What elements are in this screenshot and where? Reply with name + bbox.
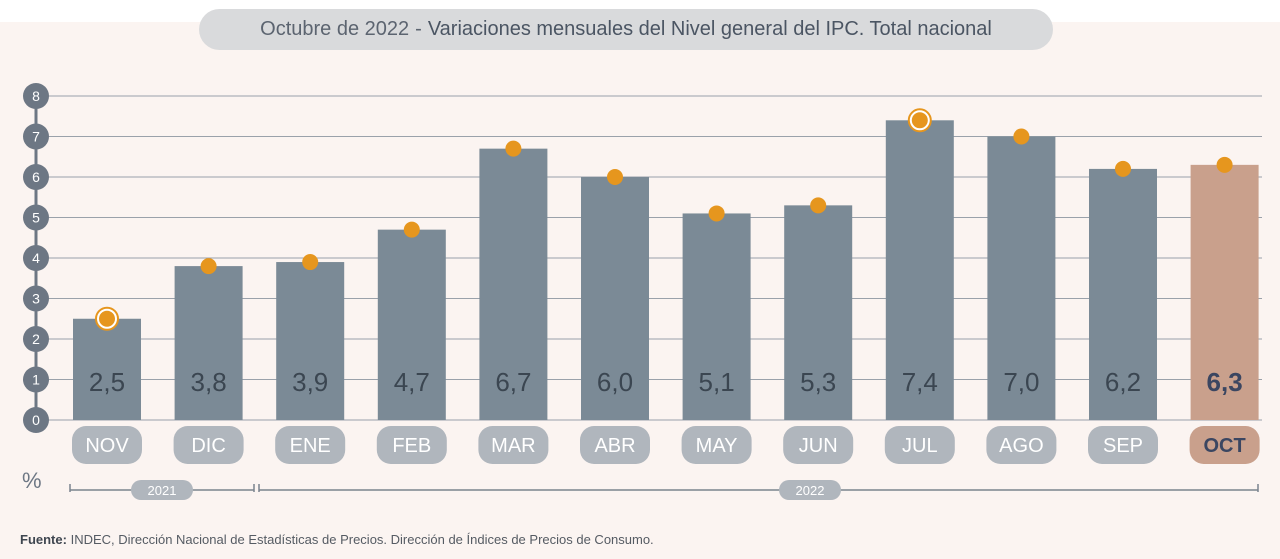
month-pill	[478, 426, 549, 464]
bar	[479, 148, 548, 420]
year-pill	[131, 480, 193, 500]
y-tick-circle	[23, 407, 49, 433]
y-tick-circle	[23, 204, 49, 231]
x-tick-label: ABR	[594, 435, 635, 457]
data-label: 4,7	[394, 367, 430, 397]
chart-title: Octubre de 2022 - Variaciones mensuales …	[199, 9, 1053, 50]
x-tick-label: NOV	[85, 435, 129, 457]
x-tick-label: JUL	[902, 435, 938, 457]
x-tick-label: OCT	[1203, 435, 1245, 457]
y-tick-label: 7	[32, 129, 40, 145]
data-label: 6,2	[1105, 367, 1141, 397]
x-tick-label: ENE	[290, 435, 331, 457]
y-tick-circle	[23, 326, 49, 352]
y-tick-label: 6	[32, 169, 40, 185]
source-text: INDEC, Dirección Nacional de Estadística…	[70, 532, 654, 547]
y-tick-label: 2	[32, 331, 40, 347]
data-point	[607, 169, 623, 185]
data-label: 7,0	[1003, 367, 1039, 397]
data-point	[200, 258, 217, 275]
data-point	[1216, 156, 1233, 173]
y-tick-circle	[23, 245, 49, 271]
month-pill	[580, 426, 650, 464]
data-point	[403, 221, 420, 238]
title-date: Octubre de 2022	[260, 18, 410, 40]
data-point	[99, 310, 115, 327]
data-label: 6,7	[495, 367, 531, 397]
bar	[1190, 164, 1259, 420]
year-label: 2021	[148, 483, 177, 498]
month-pill	[275, 426, 346, 464]
y-tick-circle	[23, 83, 49, 109]
x-tick-label: MAY	[696, 435, 738, 457]
month-pill	[986, 426, 1057, 464]
data-point	[911, 112, 928, 129]
bar	[73, 318, 141, 420]
y-tick-circle	[23, 366, 49, 393]
year-label: 2022	[796, 483, 825, 498]
y-tick-label: 8	[32, 88, 40, 104]
bar	[377, 229, 446, 420]
month-pill	[783, 426, 854, 464]
data-point	[810, 197, 827, 214]
data-label: 2,5	[89, 367, 125, 397]
bar	[174, 266, 243, 420]
month-pill	[173, 426, 244, 464]
y-axis-label: %	[22, 468, 42, 493]
source-label: Fuente:	[20, 532, 67, 547]
month-pill	[376, 426, 447, 464]
year-pill	[779, 480, 841, 500]
y-tick-label: 4	[32, 250, 40, 266]
bar	[987, 136, 1056, 420]
data-label: 5,3	[800, 367, 836, 397]
x-tick-label: MAR	[491, 435, 535, 457]
bar	[1089, 168, 1157, 420]
month-pill	[884, 426, 955, 464]
y-tick-label: 1	[32, 372, 40, 388]
y-tick-circle	[23, 123, 49, 150]
data-label: 7,4	[902, 367, 938, 397]
x-tick-label: AGO	[999, 435, 1043, 457]
bar	[682, 213, 751, 420]
title-separator: -	[415, 18, 422, 40]
month-pill	[72, 426, 142, 464]
data-label: 6,0	[597, 367, 633, 397]
data-point	[302, 254, 319, 271]
data-point	[1115, 160, 1131, 177]
data-label: 5,1	[699, 367, 735, 397]
month-pill	[1088, 426, 1158, 464]
x-tick-label: DIC	[191, 435, 225, 457]
x-tick-label: SEP	[1103, 435, 1143, 457]
title-text: Variaciones mensuales del Nivel general …	[427, 18, 992, 40]
month-pill	[1189, 426, 1260, 464]
x-tick-label: FEB	[392, 435, 431, 457]
bar	[276, 262, 345, 420]
bar	[885, 120, 954, 421]
y-tick-label: 0	[32, 412, 40, 428]
y-tick-circle	[23, 164, 49, 190]
data-point	[708, 205, 725, 222]
bar	[581, 177, 649, 420]
data-label: 3,9	[292, 367, 328, 397]
month-pill	[681, 426, 752, 464]
data-label: 6,3	[1207, 367, 1243, 397]
data-point	[505, 140, 522, 157]
y-tick-label: 3	[32, 291, 40, 307]
y-tick-circle	[23, 285, 49, 312]
y-tick-label: 5	[32, 210, 40, 226]
x-tick-label: JUN	[799, 435, 838, 457]
data-label: 3,8	[191, 367, 227, 397]
source-note: Fuente: INDEC, Dirección Nacional de Est…	[20, 532, 654, 547]
data-point	[1013, 128, 1030, 145]
bar	[784, 205, 853, 420]
